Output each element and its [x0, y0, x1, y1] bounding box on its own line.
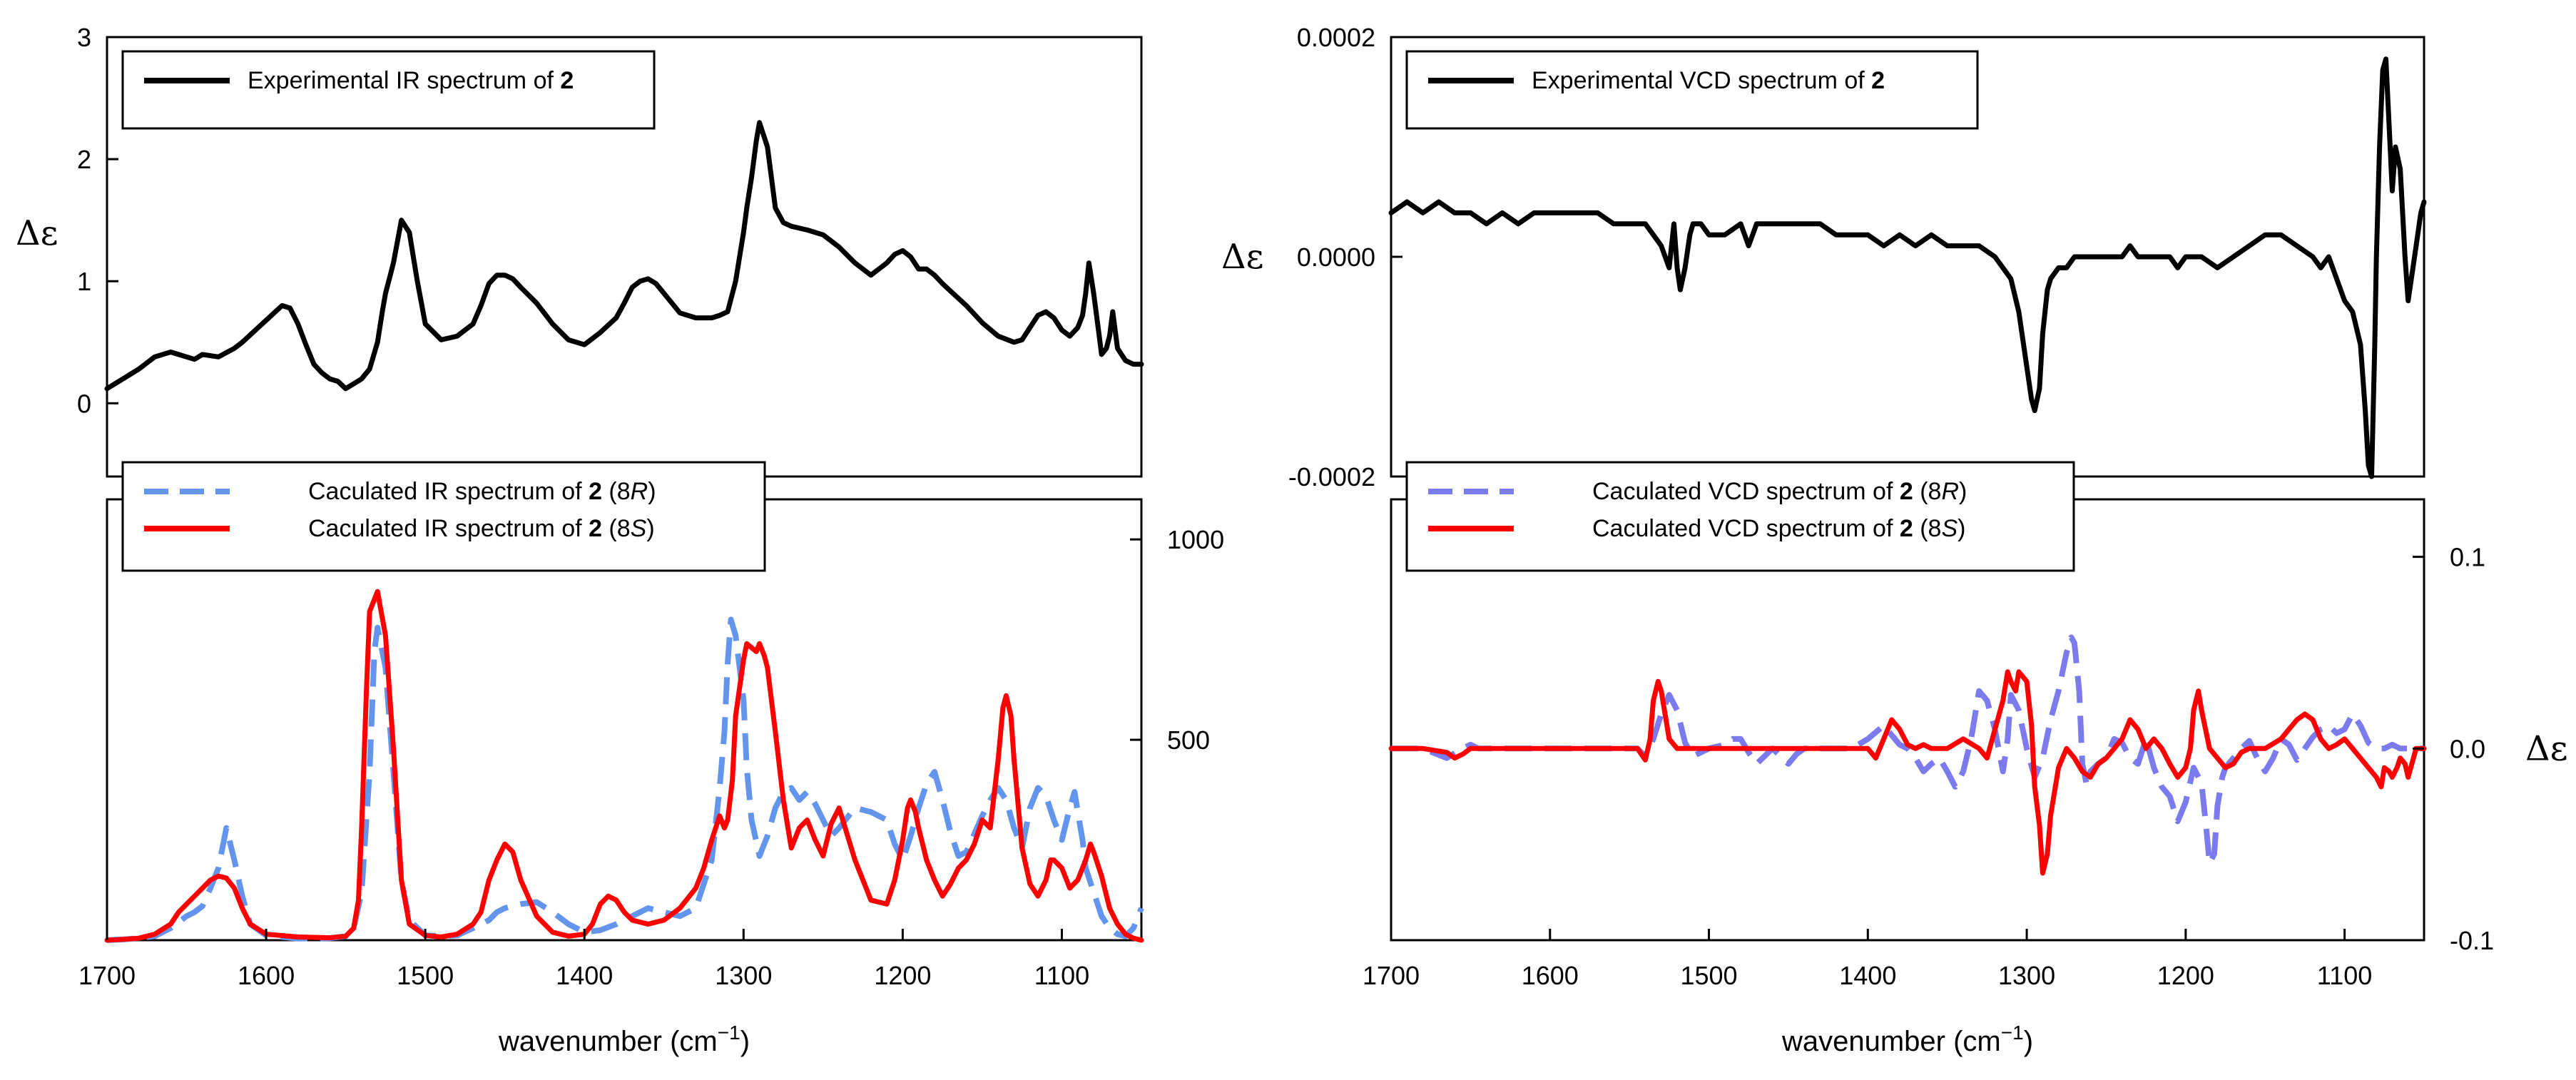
- ir-calculated-series-1-line: [104, 589, 1144, 943]
- ir-calculated-x-tick-label: 1700: [78, 961, 136, 990]
- vcd-calculated-legend-label: Caculated VCD spectrum of 2 (8S): [1592, 515, 1965, 542]
- vcd-experimental-y-tick-label: 0.0002: [1297, 23, 1375, 52]
- vcd-calculated-y-axis-title: Δε: [2525, 728, 2568, 768]
- ir-calculated-legend-box: [121, 461, 766, 572]
- vcd-experimental-y-axis-title: Δε: [1221, 237, 1264, 277]
- ir-experimental-legend-box: [121, 50, 656, 130]
- vcd-calculated-y-tick-label-right: 0.1: [2450, 543, 2485, 572]
- vcd-calculated-x-tick-label: 1200: [2157, 961, 2214, 990]
- vcd-calculated-panel: -0.1 0.0 0.1 1700 1600 1500 1400 1300 1200 1100 wa…: [1363, 461, 2568, 1057]
- vcd-calculated-x-axis-title: wavenumber (cm−1): [1781, 1022, 2033, 1057]
- ir-calculated-y-tick-label-right: 1000: [1167, 525, 1224, 554]
- ir-experimental-series-0-line: [104, 120, 1144, 392]
- ir-experimental-y-tick-label: 3: [77, 23, 91, 52]
- ir-experimental-y-axis-title: Δε: [16, 213, 58, 253]
- ir-calculated-series-0-line: [106, 616, 1144, 943]
- ir-calculated-y-tick-label-right: 500: [1167, 725, 1210, 755]
- vcd-calculated-y-tick-label-right: 0.0: [2450, 734, 2485, 763]
- vcd-experimental-legend-label: Experimental VCD spectrum of 2: [1532, 67, 1885, 94]
- ir-calculated-x-tick-label: 1300: [715, 961, 772, 990]
- ir-calculated-x-tick-label: 1100: [1034, 961, 1089, 990]
- ir-calculated-x-tick-label: 1500: [397, 961, 454, 990]
- vcd-experimental-legend-box: [1405, 50, 1979, 130]
- vcd-calculated-x-tick-label: 1700: [1363, 961, 1420, 990]
- ir-experimental-y-tick-label: 1: [77, 267, 91, 296]
- ir-experimental-y-tick-label: 0: [77, 389, 91, 418]
- vcd-experimental-panel: -0.0002 0.0000 0.0002 Δε Experimental VCD sp…: [1221, 23, 2427, 491]
- ir-calculated-x-axis-title: wavenumber (cm−1): [498, 1022, 750, 1057]
- vcd-calculated-x-tick-label: 1600: [1522, 961, 1579, 990]
- ir-experimental-panel: 0 1 2 3 Δε Experimental IR spectrum of 2: [16, 23, 1144, 478]
- vcd-experimental-series-0-line: [1388, 56, 2427, 479]
- vcd-calculated-series-1-line: [1388, 669, 2427, 876]
- ir-experimental-legend-label: Experimental IR spectrum of 2: [248, 67, 574, 94]
- ir-calculated-x-tick-label: 1600: [238, 961, 295, 990]
- ir-calculated-panel: 500 1000 1700 1600 1500 1400 1300 1200 1100 waven…: [78, 461, 1224, 1057]
- vcd-experimental-y-tick-label: -0.0002: [1288, 462, 1375, 491]
- vcd-calculated-x-tick-label: 1100: [2317, 961, 2372, 990]
- vcd-calculated-legend-box: [1405, 461, 2075, 572]
- ir-calculated-legend-label: Caculated IR spectrum of 2 (8S): [308, 515, 655, 542]
- vcd-calculated-x-tick-label: 1500: [1680, 961, 1737, 990]
- ir-experimental-y-tick-label: 2: [77, 145, 91, 174]
- ir-calculated-x-tick-label: 1400: [556, 961, 613, 990]
- vcd-experimental-y-tick-label: 0.0000: [1297, 243, 1375, 272]
- vcd-calculated-x-tick-label: 1300: [1998, 961, 2055, 990]
- ir-calculated-x-tick-label: 1200: [874, 961, 931, 990]
- vcd-calculated-legend-label: Caculated VCD spectrum of 2 (8R): [1592, 478, 1967, 505]
- vcd-calculated-x-tick-label: 1400: [1839, 961, 1896, 990]
- vcd-calculated-y-tick-label-right: -0.1: [2450, 926, 2494, 955]
- ir-calculated-legend-label: Caculated IR spectrum of 2 (8R): [308, 478, 656, 505]
